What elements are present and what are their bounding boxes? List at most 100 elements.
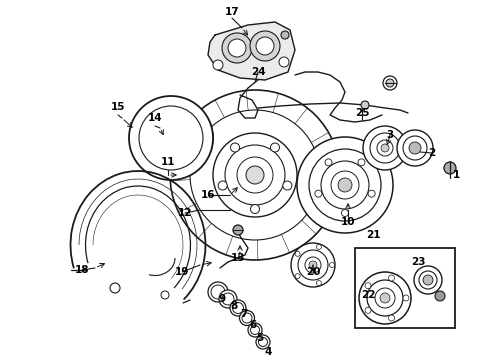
Circle shape: [250, 31, 280, 61]
Circle shape: [370, 133, 400, 163]
Circle shape: [367, 280, 403, 316]
Circle shape: [256, 335, 270, 349]
Circle shape: [259, 338, 268, 346]
Circle shape: [389, 315, 394, 321]
Circle shape: [375, 288, 395, 308]
Circle shape: [172, 158, 178, 165]
Circle shape: [321, 161, 369, 209]
Circle shape: [208, 282, 228, 302]
Circle shape: [147, 110, 203, 166]
Bar: [355, 248, 455, 328]
Circle shape: [139, 106, 203, 170]
Circle shape: [230, 300, 246, 316]
Circle shape: [281, 31, 289, 39]
Text: 3: 3: [387, 130, 393, 140]
Circle shape: [414, 266, 442, 294]
Circle shape: [110, 283, 120, 293]
Circle shape: [298, 250, 328, 280]
Circle shape: [403, 136, 427, 160]
Circle shape: [157, 120, 193, 156]
Circle shape: [148, 135, 155, 141]
Circle shape: [250, 204, 260, 213]
Text: 4: 4: [264, 347, 271, 357]
Text: 8: 8: [230, 301, 238, 311]
Circle shape: [242, 313, 252, 323]
Circle shape: [291, 243, 335, 287]
Circle shape: [423, 275, 433, 285]
Circle shape: [380, 293, 390, 303]
Text: 7: 7: [240, 309, 247, 319]
Circle shape: [386, 79, 394, 87]
Text: 23: 23: [411, 257, 425, 267]
Circle shape: [359, 272, 411, 324]
Circle shape: [363, 126, 407, 170]
Text: 24: 24: [251, 67, 265, 77]
Text: 1: 1: [452, 170, 460, 180]
Circle shape: [297, 137, 393, 233]
Circle shape: [161, 291, 169, 299]
Circle shape: [325, 159, 332, 166]
Circle shape: [218, 181, 227, 190]
Circle shape: [233, 225, 243, 235]
Circle shape: [409, 142, 421, 154]
Circle shape: [381, 144, 389, 152]
Circle shape: [358, 159, 365, 166]
Circle shape: [305, 257, 321, 273]
Text: 16: 16: [201, 190, 215, 200]
Circle shape: [222, 293, 234, 305]
Circle shape: [188, 118, 195, 125]
Circle shape: [228, 39, 246, 57]
Text: 9: 9: [219, 294, 225, 304]
Circle shape: [317, 280, 321, 285]
Circle shape: [403, 295, 409, 301]
Circle shape: [230, 143, 240, 152]
Text: 18: 18: [75, 265, 89, 275]
Circle shape: [250, 325, 260, 334]
Circle shape: [222, 33, 252, 63]
Circle shape: [317, 244, 321, 249]
Circle shape: [129, 96, 213, 180]
Polygon shape: [208, 22, 295, 80]
Circle shape: [338, 178, 352, 192]
Circle shape: [315, 190, 322, 197]
Circle shape: [309, 149, 381, 221]
Circle shape: [361, 101, 369, 109]
Circle shape: [155, 151, 162, 158]
Circle shape: [309, 261, 317, 269]
Circle shape: [279, 57, 289, 67]
Circle shape: [170, 133, 180, 143]
Text: 19: 19: [175, 267, 189, 277]
Circle shape: [237, 157, 273, 193]
Text: 6: 6: [249, 320, 257, 330]
Circle shape: [165, 128, 185, 148]
Circle shape: [435, 291, 445, 301]
Text: 12: 12: [178, 208, 192, 218]
Circle shape: [295, 251, 300, 256]
Text: 10: 10: [341, 217, 355, 227]
Circle shape: [232, 302, 244, 314]
Text: 14: 14: [147, 113, 162, 123]
Circle shape: [248, 323, 262, 337]
Circle shape: [188, 151, 195, 158]
Circle shape: [211, 285, 225, 299]
Circle shape: [283, 181, 292, 190]
Text: 21: 21: [366, 230, 380, 240]
Circle shape: [240, 310, 254, 325]
Circle shape: [368, 190, 375, 197]
Circle shape: [246, 166, 264, 184]
Circle shape: [190, 110, 320, 240]
Circle shape: [365, 307, 371, 313]
Text: 20: 20: [306, 267, 320, 277]
Text: 15: 15: [111, 102, 125, 112]
Circle shape: [137, 100, 213, 176]
Circle shape: [365, 283, 371, 289]
Circle shape: [342, 210, 348, 216]
Circle shape: [377, 140, 393, 156]
Text: 22: 22: [361, 290, 375, 300]
Circle shape: [213, 133, 297, 217]
Circle shape: [397, 130, 433, 166]
Circle shape: [383, 76, 397, 90]
Circle shape: [331, 171, 359, 199]
Circle shape: [213, 60, 223, 70]
Text: 5: 5: [256, 333, 264, 343]
